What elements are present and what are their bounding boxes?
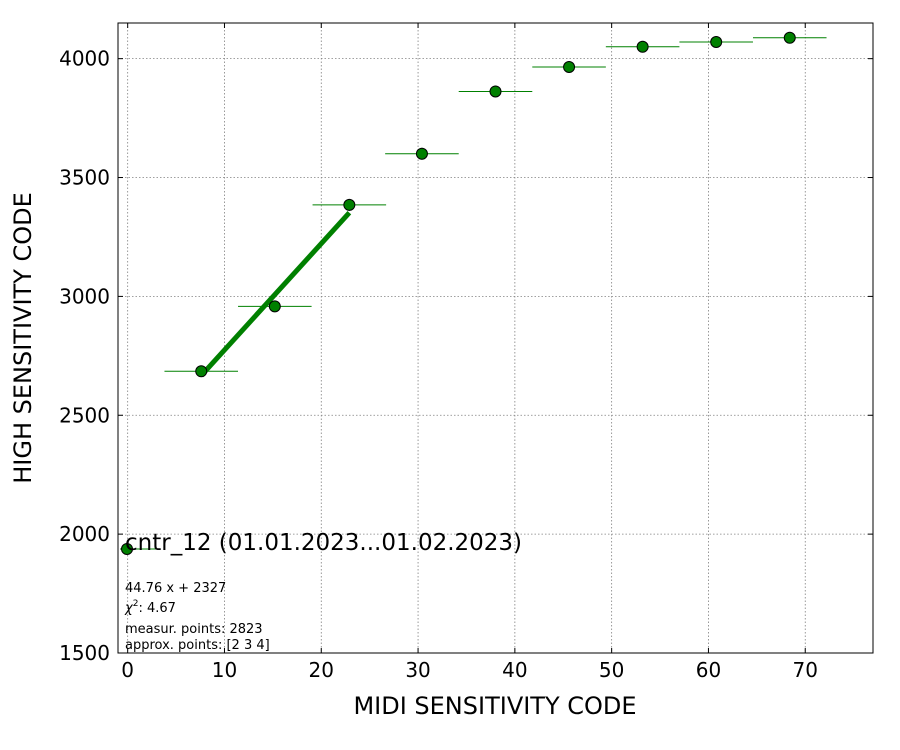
data-point [164,365,239,378]
data-point [532,60,606,73]
point-marker [783,31,796,44]
x-tick-label: 20 [309,658,334,682]
data-point [385,147,459,160]
y-tick-label: 2500 [59,403,110,427]
data-point [605,40,680,53]
legend: cntr_12 (01.01.2023...01.02.2023) 44.76 … [120,530,522,653]
fit-layer [199,211,352,378]
point-marker [710,36,723,49]
y-tick-label: 2000 [59,522,110,546]
data-point [752,31,827,44]
points-layer [164,31,827,378]
x-tick-label: 10 [212,658,237,682]
fit-equation: 44.76 x + 2327 [125,581,226,596]
ticks: 0 10 20 30 40 50 60 70 1500 2000 2500 3000 3500 4000 [59,23,873,682]
y-axis-label: HIGH SENSITIVITY CODE [9,192,37,484]
point-marker [489,85,502,98]
approx-points: approx. points: [2 3 4] [125,638,270,653]
point-marker [636,40,649,53]
point-marker [343,198,356,211]
point-marker [415,147,428,160]
x-tick-label: 40 [502,658,527,682]
data-point [458,85,533,98]
x-tick-label: 60 [696,658,721,682]
legend-title: cntr_12 (01.01.2023...01.02.2023) [125,530,522,556]
x-tick-label: 30 [405,658,430,682]
x-tick-label: 70 [793,658,818,682]
data-point [238,300,312,313]
data-point [679,36,753,49]
measured-points: measur. points: 2823 [125,622,263,637]
data-point [312,198,387,211]
y-tick-label: 4000 [59,47,110,71]
fit-line [199,211,352,378]
x-tick-label: 50 [599,658,624,682]
point-marker [268,300,281,313]
chi-exponent: 2 [133,599,139,609]
y-tick-label: 3500 [59,166,110,190]
chi-value: : 4.67 [138,601,175,616]
y-tick-label: 3000 [59,284,110,308]
chi-square: χ2: 4.67 [124,599,176,616]
legend-marker [121,543,133,555]
x-axis-label: MIDI SENSITIVITY CODE [353,692,636,720]
point-marker [563,60,576,73]
point-marker [195,365,208,378]
plot-frame [117,22,874,654]
grid [118,23,873,654]
y-tick-label: 1500 [59,641,110,665]
chi-symbol: χ [124,601,134,616]
x-tick-label: 0 [121,658,134,682]
